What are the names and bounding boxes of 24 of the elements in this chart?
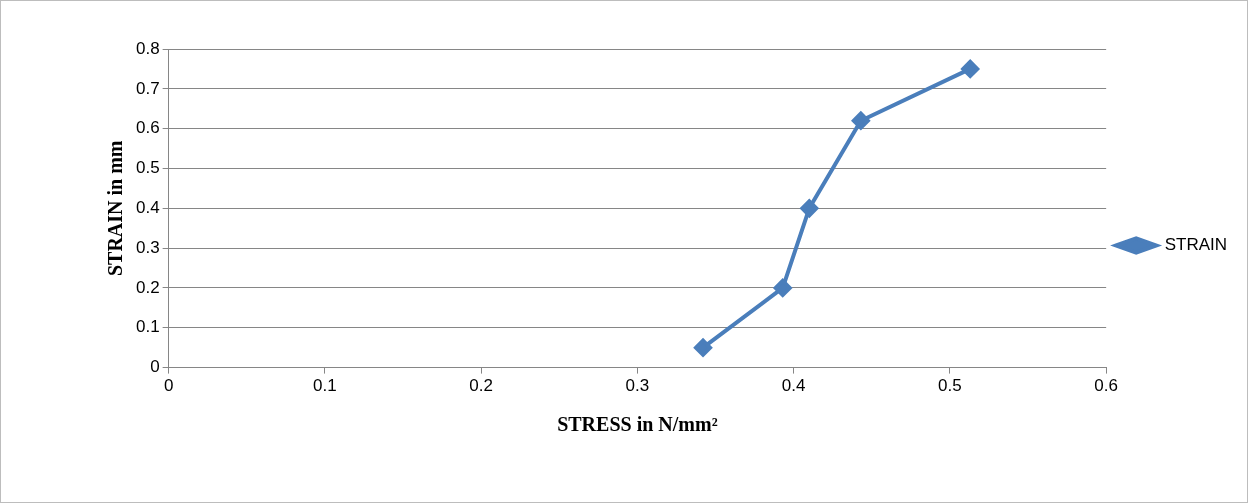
point	[851, 111, 870, 130]
x-tick-label: 0.6	[1094, 376, 1118, 396]
x-tick-label: 0.3	[625, 376, 650, 396]
x-tick-label: 0.1	[313, 376, 337, 396]
x-tick-label: 0	[163, 376, 174, 396]
y-tick-label: 0.4	[135, 197, 160, 217]
point	[961, 59, 980, 78]
point	[800, 199, 819, 218]
y-axis-title: STRAIN in mm	[104, 140, 127, 277]
x-tick-label: 0.5	[938, 376, 962, 396]
y-tick-label: 0.6	[135, 118, 160, 138]
y-tick-label: 0.3	[135, 237, 160, 257]
x-tick-label: 0.4	[781, 376, 806, 396]
y-tick-label: 0.8	[135, 38, 160, 58]
legend-label: STRAIN	[1164, 235, 1227, 255]
point	[773, 278, 792, 297]
y-tick-label: 0.5	[135, 158, 160, 178]
y-tick-label: 0	[150, 357, 160, 377]
y-tick-label: 0.2	[135, 277, 160, 297]
point	[694, 338, 713, 357]
y-tick-label: 0.7	[135, 78, 160, 98]
x-axis-title: STRESS in N/mm²	[557, 413, 718, 436]
y-tick-label: 0.1	[135, 317, 160, 337]
x-tick-label: 0.2	[469, 376, 493, 396]
